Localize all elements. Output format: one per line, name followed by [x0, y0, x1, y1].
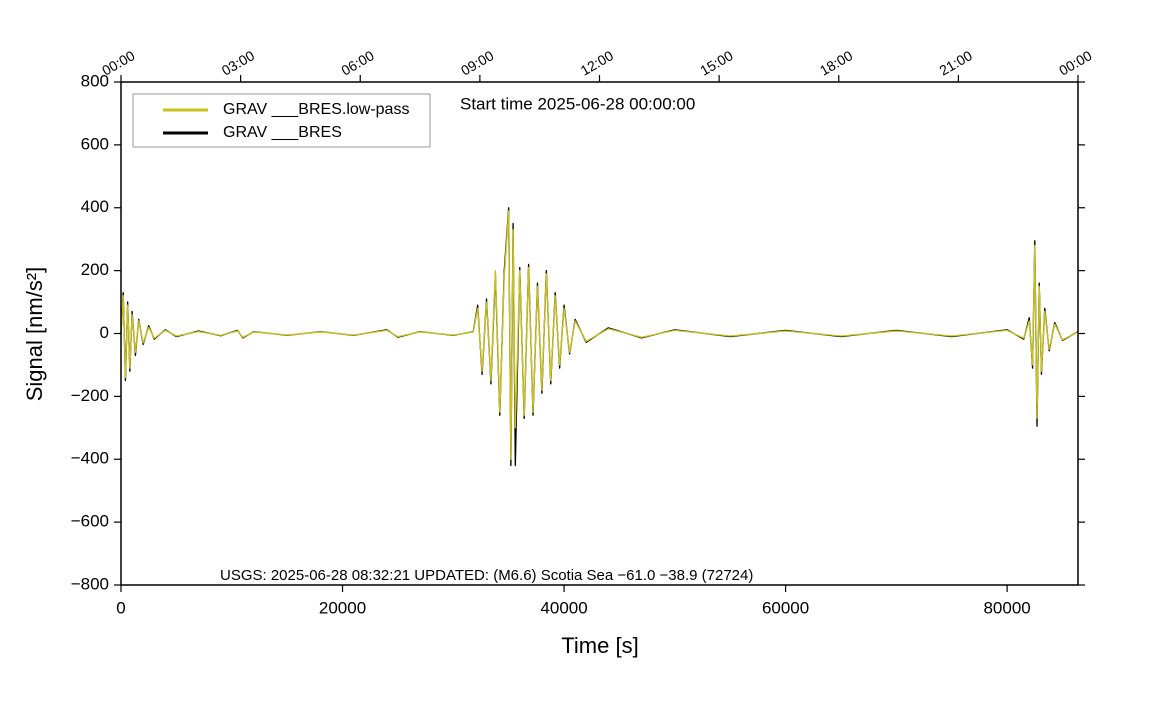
event-annotation: USGS: 2025-06-28 08:32:21 UPDATED: (M6.6… [220, 567, 753, 584]
legend-label: GRAV ___BRES [223, 124, 342, 141]
x-tick-label: 80000 [983, 598, 1030, 617]
y-tick-label: 600 [81, 134, 109, 153]
x-tick-label: 60000 [762, 598, 809, 617]
y-tick-label: −200 [71, 386, 109, 405]
signal-line [121, 210, 1078, 460]
y-tick-label: 0 [100, 323, 109, 342]
legend-box [132, 93, 431, 148]
y-axis-label: Signal [nm/s²] [22, 267, 47, 402]
y-tick-label: 200 [81, 260, 109, 279]
y-tick-label: −800 [71, 574, 109, 593]
y-tick-label: 800 [81, 71, 109, 90]
x-tick-label: 40000 [540, 598, 587, 617]
legend-label: GRAV ___BRES.low-pass [223, 101, 409, 118]
x-tick-label: 20000 [319, 598, 366, 617]
y-tick-label: 400 [81, 197, 109, 216]
y-tick-label: −600 [71, 512, 109, 531]
x-axis-label: Time [s] [561, 633, 638, 658]
y-tick-label: −400 [71, 449, 109, 468]
start-time-annotation: Start time 2025-06-28 00:00:00 [460, 94, 695, 113]
x-tick-label: 0 [116, 598, 125, 617]
